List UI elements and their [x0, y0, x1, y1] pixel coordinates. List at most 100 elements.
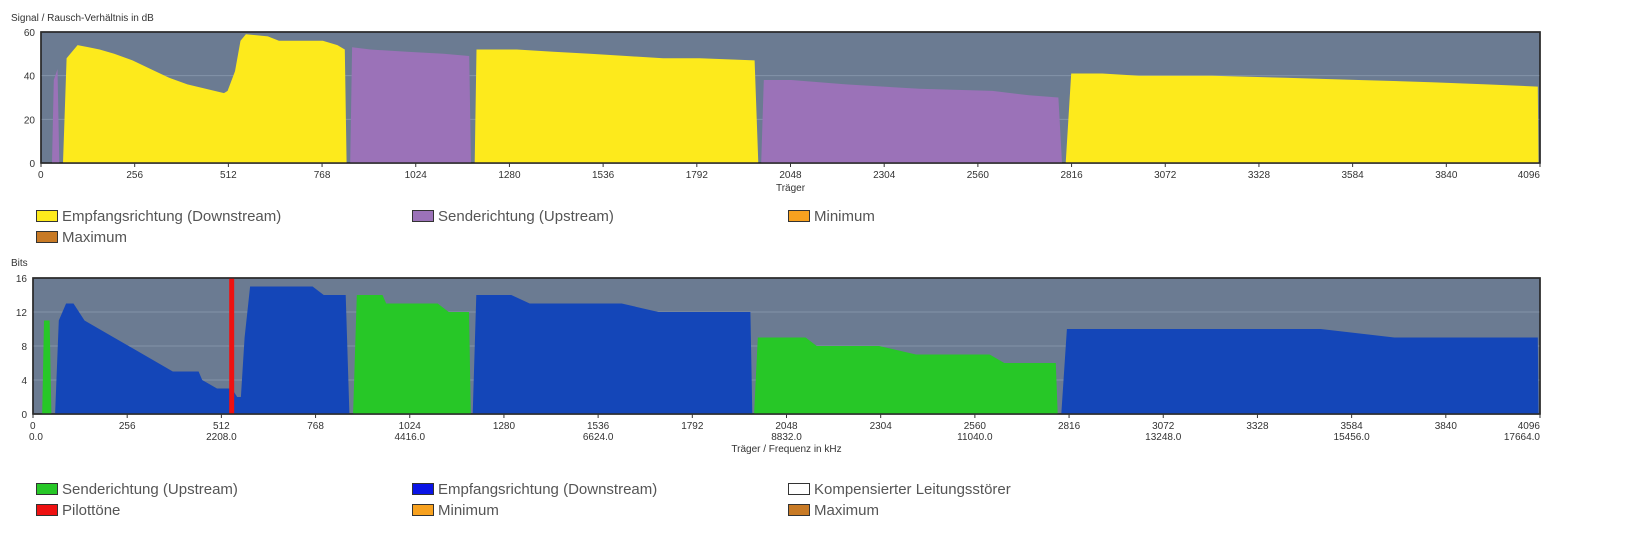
legend-item-upstream[interactable]: Senderichtung (Upstream) [412, 206, 614, 226]
legend-swatch [412, 483, 434, 495]
x-tick-label: 2304 [873, 170, 896, 181]
x-tick-label: 2816 [1060, 170, 1083, 181]
series-area [1065, 73, 1539, 163]
legend-label: Pilottöne [62, 501, 121, 519]
y-axis-title: Signal / Rausch-Verhältnis in dB [11, 13, 154, 24]
x-tick-label: 1792 [686, 170, 709, 181]
x-tick-label: 3328 [1246, 421, 1269, 432]
x-tick-freq-label: 6624.0 [583, 432, 614, 443]
x-tick-label: 3584 [1341, 421, 1364, 432]
legend-item-downstream[interactable]: Empfangsrichtung (Downstream) [412, 479, 657, 499]
x-tick-label: 2048 [775, 421, 798, 432]
y-tick-label: 0 [29, 159, 35, 170]
y-tick-label: 4 [21, 376, 27, 387]
legend-item-maximum[interactable]: Maximum [36, 227, 127, 247]
x-tick-freq-label: 17664.0 [1504, 432, 1541, 443]
x-tick-label: 3840 [1435, 170, 1458, 181]
x-tick-freq-label: 4416.0 [394, 432, 425, 443]
series-area [42, 320, 52, 414]
x-tick-freq-label: 15456.0 [1334, 432, 1371, 443]
x-tick-label: 2560 [967, 170, 990, 181]
y-tick-label: 16 [16, 274, 28, 285]
x-tick-label: 256 [119, 421, 136, 432]
y-tick-label: 0 [21, 410, 27, 421]
x-tick-freq-label: 11040.0 [957, 432, 993, 443]
x-tick-label: 4096 [1518, 170, 1541, 181]
legend-item-compensated[interactable]: Kompensierter Leitungsstörer [788, 479, 1011, 499]
legend-swatch [412, 210, 434, 222]
legend-swatch [788, 504, 810, 516]
series-area [55, 286, 350, 414]
x-tick-label: 3584 [1342, 170, 1365, 181]
series-area [350, 47, 471, 163]
series-area [761, 80, 1062, 163]
x-axis-title: Träger / Frequenz in kHz [731, 444, 841, 455]
series-area [754, 337, 1058, 414]
y-tick-label: 12 [16, 308, 28, 319]
x-tick-label: 3072 [1154, 170, 1177, 181]
y-axis-title: Bits [11, 258, 28, 269]
x-tick-freq-label: 2208.0 [206, 432, 237, 443]
x-tick-label: 512 [220, 170, 237, 181]
legend-item-pilot[interactable]: Pilottöne [36, 500, 120, 520]
legend-label: Kompensierter Leitungsstörer [814, 480, 1011, 498]
series-area [472, 295, 753, 414]
x-tick-label: 3328 [1248, 170, 1271, 181]
x-tick-label: 1792 [681, 421, 704, 432]
series-area [63, 34, 347, 164]
x-tick-label: 1024 [399, 421, 422, 432]
x-tick-label: 3840 [1435, 421, 1458, 432]
legend-swatch [788, 483, 810, 495]
y-tick-label: 20 [24, 115, 36, 126]
x-tick-label: 2048 [779, 170, 802, 181]
legend-swatch [412, 504, 434, 516]
series-area [1061, 329, 1539, 414]
legend-item-minimum[interactable]: Minimum [412, 500, 499, 520]
legend-label: Maximum [814, 501, 880, 519]
x-tick-label: 256 [126, 170, 143, 181]
x-tick-label: 0 [30, 421, 36, 432]
series-area [52, 69, 60, 163]
legend-swatch [36, 504, 58, 516]
legend-label: Senderichtung (Upstream) [62, 480, 238, 498]
x-tick-label: 2560 [964, 421, 987, 432]
x-tick-label: 768 [307, 421, 324, 432]
legend-item-upstream[interactable]: Senderichtung (Upstream) [36, 479, 238, 499]
series-area [353, 295, 471, 414]
legend-swatch [36, 231, 58, 243]
legend-snr: Empfangsrichtung (Downstream) Sendericht… [36, 206, 1236, 250]
legend-swatch [36, 483, 58, 495]
x-tick-freq-label: 13248.0 [1145, 432, 1182, 443]
x-tick-label: 768 [314, 170, 331, 181]
x-tick-label: 1536 [587, 421, 610, 432]
legend-label: Minimum [438, 501, 499, 519]
x-axis-title: Träger [776, 183, 806, 194]
x-tick-freq-label: 0.0 [29, 432, 43, 443]
legend-swatch [36, 210, 58, 222]
x-tick-label: 0 [38, 170, 44, 181]
x-tick-label: 4096 [1518, 421, 1541, 432]
x-tick-label: 1280 [493, 421, 516, 432]
x-tick-freq-label: 8832.0 [771, 432, 802, 443]
legend-item-minimum[interactable]: Minimum [788, 206, 875, 226]
pilot-tone-bar [229, 278, 235, 414]
legend-label: Empfangsrichtung (Downstream) [438, 480, 658, 498]
legend-label: Empfangsrichtung (Downstream) [62, 207, 282, 225]
x-tick-label: 1536 [592, 170, 615, 181]
x-tick-label: 2304 [870, 421, 893, 432]
chart-1: 0 20 40 60 0 256 512 768 1024 1280 1536 1792 2048 230… [11, 13, 1541, 194]
legend-swatch [788, 210, 810, 222]
chart-2: 0 4 8 12 16 0 256 512 768 1024 1280 1536 1792 2048 230… [11, 258, 1541, 455]
x-tick-label: 512 [213, 421, 230, 432]
x-tick-label: 3072 [1152, 421, 1175, 432]
legend-item-downstream[interactable]: Empfangsrichtung (Downstream) [36, 206, 281, 226]
x-tick-label: 1024 [405, 170, 428, 181]
legend-label: Senderichtung (Upstream) [438, 207, 614, 225]
y-tick-label: 40 [24, 72, 36, 83]
legend-bits: Senderichtung (Upstream) Empfangsrichtun… [36, 479, 1236, 523]
legend-label: Maximum [62, 228, 128, 246]
x-tick-label: 1280 [498, 170, 521, 181]
x-tick-label: 2816 [1058, 421, 1081, 432]
legend-item-maximum[interactable]: Maximum [788, 500, 879, 520]
